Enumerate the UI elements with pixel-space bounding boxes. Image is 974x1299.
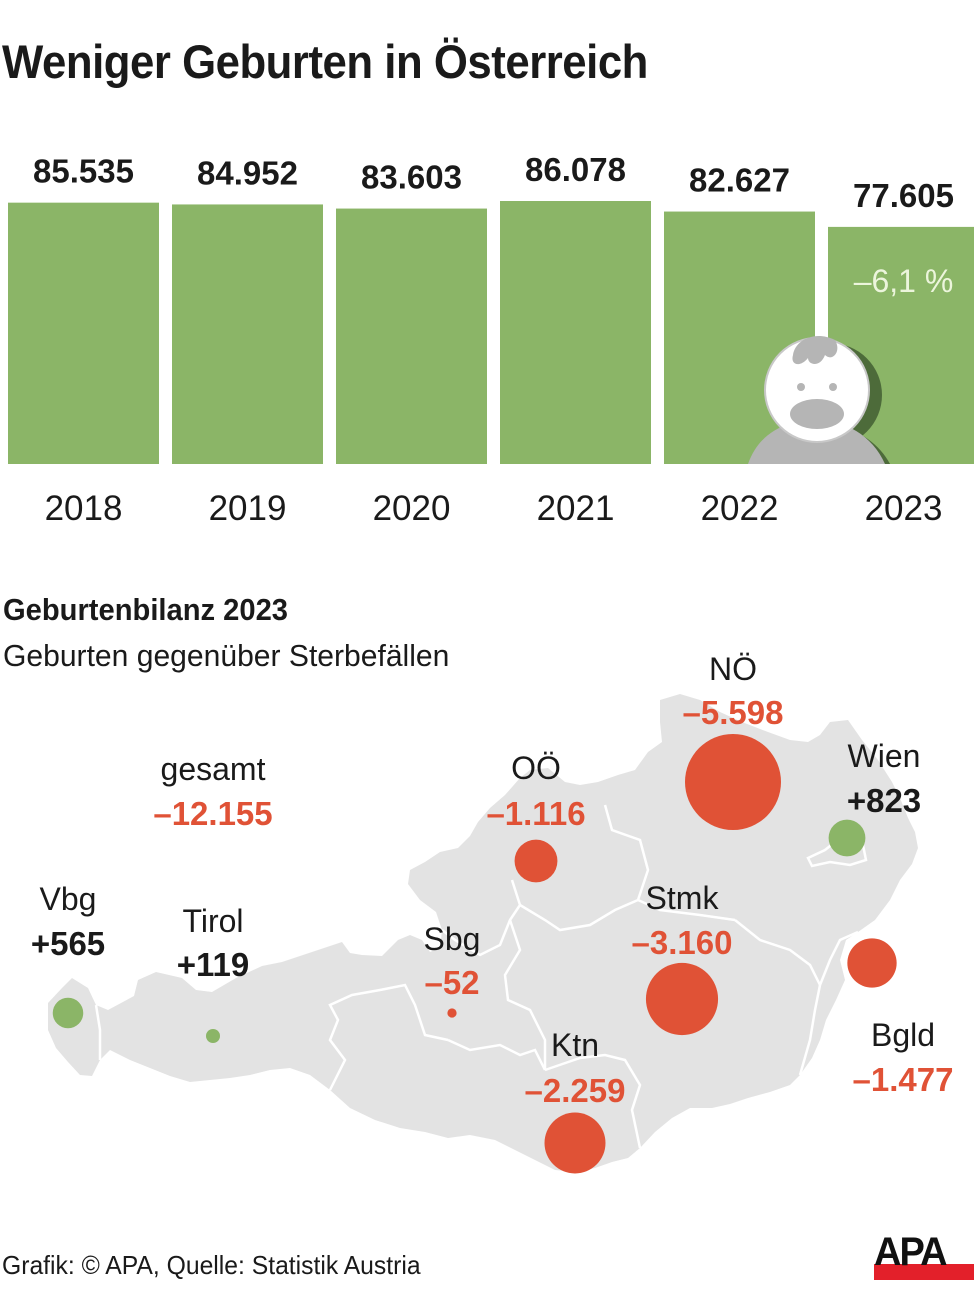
border-wien (806, 836, 868, 868)
bar-2018 (8, 202, 159, 464)
border-sbg-stmk (503, 919, 547, 1070)
x-tick-label: 2019 (209, 489, 287, 528)
region-name: Stmk (646, 880, 720, 916)
map-title: Geburtenbilanz 2023 (3, 592, 289, 627)
region-value: +823 (847, 782, 921, 819)
bar-2021 (500, 201, 651, 464)
x-tick-label: 2022 (701, 489, 779, 528)
bubble-Bgld (847, 938, 897, 988)
bar-2019 (172, 204, 323, 464)
x-tick-label: 2021 (537, 489, 615, 528)
region-name: Wien (848, 738, 921, 774)
border-ooe-stmk (519, 898, 639, 932)
border-sbg-ktn (447, 1038, 547, 1071)
region-borders (94, 804, 868, 1149)
total-value: –12.155 (153, 795, 272, 832)
bubble-Ktn (544, 1112, 606, 1174)
total-label: gesamt (161, 751, 266, 787)
border-tirol-sbg (328, 983, 449, 1091)
bar-value-label: 77.605 (853, 177, 954, 214)
region-name: NÖ (709, 651, 757, 687)
change-annotation: –6,1 % (854, 263, 954, 299)
bubble-Vbg (52, 997, 84, 1029)
border-noe-stmk (734, 919, 822, 986)
region-name: Vbg (40, 881, 97, 917)
bubble-Sbg (447, 1008, 457, 1018)
region-value: –1.477 (853, 1061, 954, 1098)
apa-logo: APA (872, 1230, 974, 1282)
apa-logo-text: APA (874, 1230, 948, 1274)
baby-icon (748, 335, 890, 464)
region-value: –1.116 (486, 795, 585, 832)
x-tick-label: 2023 (865, 489, 943, 528)
bubble-Stmk (645, 962, 719, 1036)
region-value: –2.259 (525, 1072, 626, 1109)
x-tick-label: 2018 (45, 489, 123, 528)
bar-value-label: 84.952 (197, 154, 298, 191)
austria-map: Vbg +565 Tirol +119 Sbg –52 OÖ –1.116 NÖ –5.598 Wi… (31, 651, 954, 1174)
x-tick-label: 2020 (373, 489, 451, 528)
bar-value-label: 86.078 (525, 151, 626, 188)
region-name: OÖ (511, 750, 561, 786)
region-name: Tirol (182, 903, 243, 939)
bar-value-label: 85.535 (33, 153, 134, 190)
border-stmk-bgld (798, 984, 822, 1076)
region-value: +119 (177, 946, 250, 983)
region-name: Ktn (551, 1027, 599, 1063)
map-subtitle: Geburten gegenüber Sterbefällen (3, 638, 450, 673)
region-name: Sbg (424, 921, 481, 957)
border-noe-bgld (818, 930, 859, 986)
bar-value-label: 82.627 (689, 162, 790, 199)
bar-2020 (336, 208, 487, 464)
bubble-OÖ (514, 839, 558, 883)
border-vbg-tirol (94, 1004, 102, 1060)
bar-value-label: 83.603 (361, 159, 462, 196)
bar-chart: 85.535 2018 84.952 2019 83.603 2020 86.078 2021… (8, 151, 974, 528)
bubble-NÖ (685, 734, 781, 830)
bubble-Wien (828, 819, 866, 857)
region-name: Bgld (871, 1017, 935, 1053)
region-value: +565 (31, 925, 105, 962)
apa-logo-bar (874, 1264, 974, 1280)
bubble-Tirol (206, 1029, 220, 1043)
footer-credit: Grafik: © APA, Quelle: Statistik Austria (2, 1250, 421, 1280)
region-value: –3.160 (632, 924, 733, 961)
border-ooe-noe (603, 804, 736, 922)
region-value: –52 (424, 964, 479, 1001)
region-value: –5.598 (683, 694, 784, 731)
border-ktn-stmk (544, 1053, 642, 1149)
page-title: Weniger Geburten in Österreich (2, 35, 648, 88)
